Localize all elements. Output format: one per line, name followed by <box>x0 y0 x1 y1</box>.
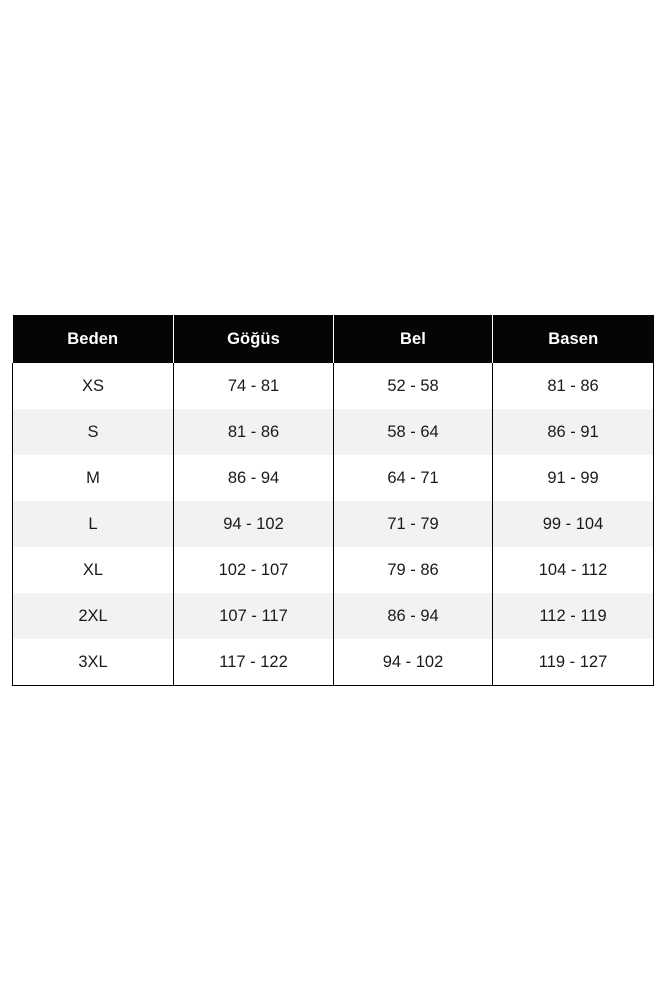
table-row: 2XL 107 - 117 86 - 94 112 - 119 <box>12 593 654 639</box>
table-row: 3XL 117 - 122 94 - 102 119 - 127 <box>12 639 654 686</box>
size-chart-body: XS 74 - 81 52 - 58 81 - 86 S 81 - 86 58 … <box>12 363 654 686</box>
cell-hip: 104 - 112 <box>492 547 654 593</box>
cell-hip: 86 - 91 <box>492 409 654 455</box>
cell-size: XL <box>12 547 174 593</box>
cell-waist: 86 - 94 <box>333 593 493 639</box>
cell-hip: 119 - 127 <box>492 639 654 686</box>
size-chart-head: Beden Göğüs Bel Basen <box>12 315 654 363</box>
table-row: XL 102 - 107 79 - 86 104 - 112 <box>12 547 654 593</box>
table-row: XS 74 - 81 52 - 58 81 - 86 <box>12 363 654 409</box>
cell-hip: 99 - 104 <box>492 501 654 547</box>
cell-waist: 79 - 86 <box>333 547 493 593</box>
cell-size: XS <box>12 363 174 409</box>
table-row: S 81 - 86 58 - 64 86 - 91 <box>12 409 654 455</box>
column-header-beden: Beden <box>67 329 119 348</box>
cell-chest: 81 - 86 <box>173 409 334 455</box>
header-row: Beden Göğüs Bel Basen <box>12 315 654 363</box>
cell-chest: 117 - 122 <box>173 639 334 686</box>
table-row: M 86 - 94 64 - 71 91 - 99 <box>12 455 654 501</box>
size-chart-table: Beden Göğüs Bel Basen XS 74 - 81 52 - 58… <box>12 315 654 686</box>
cell-size: 3XL <box>12 639 174 686</box>
cell-size: 2XL <box>12 593 174 639</box>
cell-hip: 91 - 99 <box>492 455 654 501</box>
cell-waist: 52 - 58 <box>333 363 493 409</box>
cell-chest: 86 - 94 <box>173 455 334 501</box>
cell-size: S <box>12 409 174 455</box>
cell-waist: 71 - 79 <box>333 501 493 547</box>
column-header-basen: Basen <box>492 315 654 363</box>
cell-chest: 107 - 117 <box>173 593 334 639</box>
cell-hip: 81 - 86 <box>492 363 654 409</box>
size-chart-container: Beden Göğüs Bel Basen XS 74 - 81 52 - 58… <box>12 315 654 686</box>
table-row: L 94 - 102 71 - 79 99 - 104 <box>12 501 654 547</box>
cell-chest: 94 - 102 <box>173 501 334 547</box>
cell-waist: 64 - 71 <box>333 455 493 501</box>
cell-hip: 112 - 119 <box>492 593 654 639</box>
column-header-gogus: Göğüs <box>173 315 334 363</box>
cell-waist: 58 - 64 <box>333 409 493 455</box>
cell-size: M <box>12 455 174 501</box>
cell-waist: 94 - 102 <box>333 639 493 686</box>
cell-chest: 74 - 81 <box>173 363 334 409</box>
column-header-bel: Bel <box>333 315 493 363</box>
cell-chest: 102 - 107 <box>173 547 334 593</box>
cell-size: L <box>12 501 174 547</box>
